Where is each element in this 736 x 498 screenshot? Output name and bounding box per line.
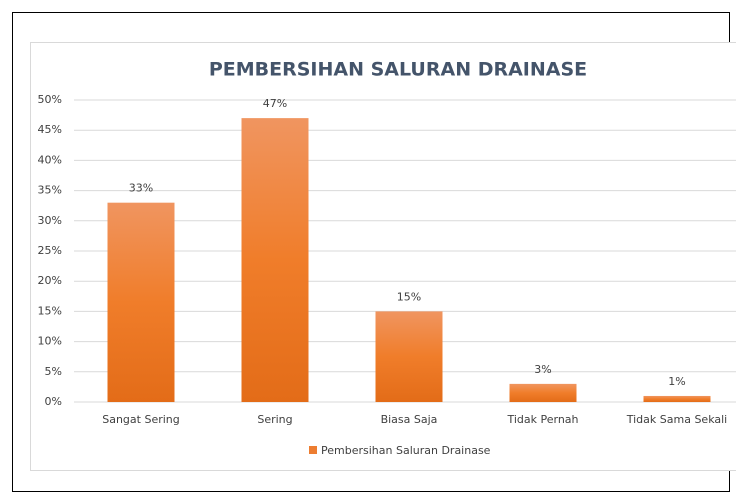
y-tick-label: 30% — [38, 214, 62, 227]
x-tick-label: Sangat Sering — [102, 413, 180, 426]
legend-swatch — [309, 446, 317, 454]
y-tick-label: 35% — [38, 184, 62, 197]
x-tick-label: Tidak Pernah — [506, 413, 578, 426]
y-tick-label: 25% — [38, 244, 62, 257]
data-label: 47% — [263, 97, 287, 110]
y-tick-label: 40% — [38, 153, 62, 166]
bar — [643, 395, 711, 402]
y-tick-label: 10% — [38, 335, 62, 348]
data-label: 3% — [534, 363, 551, 376]
y-tick-label: 20% — [38, 274, 62, 287]
x-tick-label: Sering — [257, 413, 292, 426]
y-tick-label: 50% — [38, 93, 62, 106]
y-tick-label: 0% — [45, 395, 62, 408]
bar — [375, 311, 443, 402]
bar — [241, 118, 309, 403]
y-tick-label: 45% — [38, 123, 62, 136]
data-label: 1% — [668, 375, 685, 388]
x-tick-label: Tidak Sama Sekali — [626, 413, 727, 426]
data-label: 15% — [397, 290, 421, 303]
bar — [509, 383, 577, 402]
x-tick-label: Biasa Saja — [381, 413, 438, 426]
chart-title: PEMBERSIHAN SALURAN DRAINASE — [209, 59, 587, 81]
bar — [107, 202, 175, 402]
y-tick-label: 5% — [45, 365, 62, 378]
legend-label: Pembersihan Saluran Drainase — [321, 444, 491, 457]
y-tick-label: 15% — [38, 304, 62, 317]
data-label: 33% — [129, 182, 153, 195]
